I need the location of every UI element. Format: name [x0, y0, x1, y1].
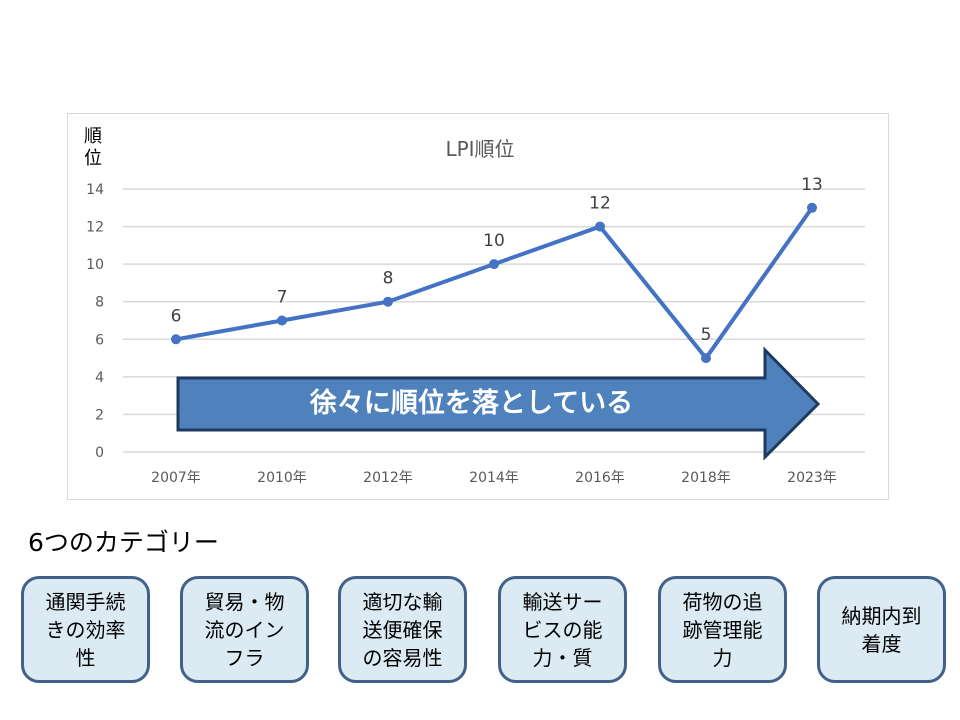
- y-axis-label: 順 位: [84, 126, 108, 170]
- category-label: 貿易・物流のインフラ: [204, 589, 285, 670]
- data-point: [277, 315, 287, 326]
- category-box: 輸送サービスの能力・質: [498, 576, 627, 683]
- category-label: 輸送サービスの能力・質: [522, 589, 603, 670]
- y-tick-label: 4: [95, 370, 104, 386]
- y-tick-label: 12: [86, 220, 104, 236]
- data-point: [383, 296, 393, 307]
- chart-frame: [67, 113, 889, 500]
- category-label: 納期内到着度: [841, 603, 922, 656]
- y-tick-label: 6: [95, 332, 104, 348]
- data-point: [701, 353, 711, 364]
- x-tick-label: 2023年: [787, 470, 837, 486]
- data-series: [171, 202, 817, 364]
- y-tick-label: 0: [95, 445, 104, 461]
- data-label: 13: [801, 175, 823, 195]
- y-axis-ticks: 0 2 4 6 8 10 12 14: [86, 182, 104, 461]
- x-tick-label: 2018年: [681, 470, 731, 486]
- x-tick-label: 2012年: [363, 470, 413, 486]
- chart-title: LPI順位: [445, 137, 515, 161]
- data-label: 8: [383, 269, 394, 289]
- y-tick-label: 2: [95, 407, 104, 423]
- y-tick-label: 14: [86, 182, 104, 198]
- data-label: 10: [483, 231, 505, 251]
- y-axis-label-line1: 順: [84, 126, 102, 147]
- category-label: 適切な輸送便確保の容易性: [362, 589, 443, 670]
- category-box: 納期内到着度: [817, 576, 946, 683]
- categories-heading: 6つのカテゴリー: [28, 528, 219, 557]
- x-tick-label: 2016年: [575, 470, 625, 486]
- category-box: 荷物の追跡管理能力: [658, 576, 787, 683]
- category-label: 荷物の追跡管理能力: [682, 589, 763, 670]
- x-tick-label: 2010年: [257, 470, 307, 486]
- trend-arrow-label: 徐々に順位を落としている: [309, 388, 634, 419]
- x-tick-label: 2007年: [151, 470, 201, 486]
- y-tick-label: 10: [86, 257, 104, 273]
- category-box: 貿易・物流のインフラ: [180, 576, 309, 683]
- data-point: [807, 202, 817, 213]
- y-tick-label: 8: [95, 295, 104, 311]
- data-point: [595, 221, 605, 232]
- x-tick-label: 2014年: [469, 470, 519, 486]
- data-labels: 6 7 8 10 12 5 13: [171, 175, 823, 345]
- x-axis-ticks: 2007年 2010年 2012年 2014年 2016年 2018年 2023年: [151, 470, 837, 486]
- category-box: 通関手続きの効率性: [21, 576, 150, 683]
- data-point: [171, 334, 181, 345]
- trend-arrow-shape: [176, 346, 821, 461]
- category-label: 通関手続きの効率性: [45, 589, 126, 670]
- category-box: 適切な輸送便確保の容易性: [338, 576, 467, 683]
- data-label: 6: [171, 306, 182, 326]
- data-label: 5: [701, 325, 712, 345]
- data-label: 7: [277, 288, 288, 308]
- data-point: [489, 259, 499, 270]
- data-label: 12: [589, 194, 611, 214]
- y-axis-label-line2: 位: [84, 148, 102, 169]
